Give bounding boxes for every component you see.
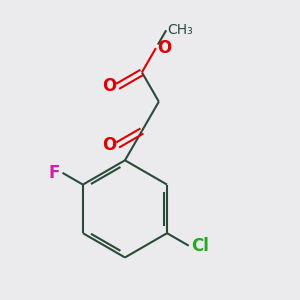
Text: O: O	[102, 77, 116, 95]
Text: O: O	[158, 39, 172, 57]
Text: Cl: Cl	[191, 237, 209, 255]
Text: F: F	[48, 164, 60, 182]
Text: CH₃: CH₃	[167, 23, 193, 37]
Text: O: O	[102, 136, 116, 154]
